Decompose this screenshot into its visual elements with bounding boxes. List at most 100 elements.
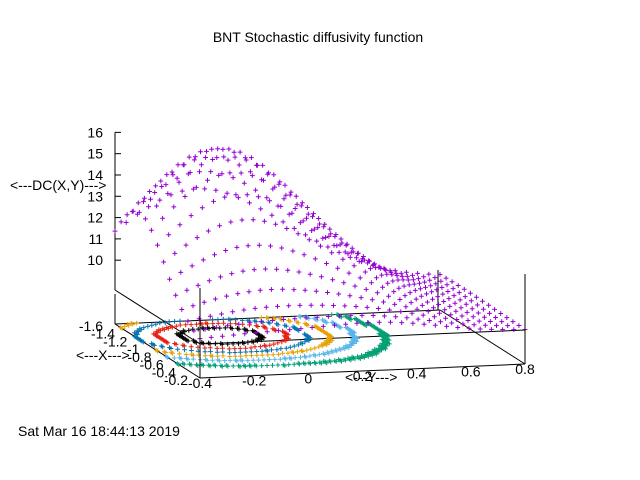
surface-point [411, 277, 416, 283]
contour-point [155, 348, 160, 354]
contour-point [297, 361, 302, 367]
x-tick-label: -1.4 [91, 326, 115, 342]
surface-point [155, 242, 160, 248]
surface-point [214, 155, 220, 160]
surface-point [335, 265, 341, 271]
surface-point [354, 255, 359, 261]
surface-point [303, 315, 309, 321]
surface-point [326, 314, 331, 319]
contour-point [383, 346, 388, 352]
contour-point [303, 354, 309, 360]
surface-point [399, 320, 405, 325]
surface-point [207, 313, 213, 319]
surface-point [330, 277, 335, 283]
surface-point [186, 154, 192, 160]
contour-point [141, 325, 147, 330]
surface-point [202, 326, 208, 332]
surface-point [183, 242, 189, 248]
surface-point [416, 276, 421, 281]
contour-point [357, 356, 363, 361]
surface-point [367, 258, 372, 264]
surface-point [154, 203, 159, 209]
contour-point [160, 344, 166, 350]
contour-point [320, 343, 326, 349]
surface-point [432, 314, 437, 320]
surface-point [447, 304, 453, 309]
surface-point [209, 146, 215, 152]
contour-point [316, 344, 322, 350]
surface-point [304, 215, 309, 221]
contour-point [328, 359, 334, 365]
contour-point [288, 356, 294, 362]
surface-point [358, 295, 364, 300]
contour-point [302, 339, 308, 345]
surface-point [236, 162, 242, 168]
surface-point [494, 323, 499, 328]
surface-point [220, 147, 226, 152]
surface-point [208, 335, 214, 340]
surface-point [208, 169, 214, 174]
surface-point [299, 200, 305, 206]
surface-point [489, 327, 494, 332]
contour-point [244, 328, 250, 334]
surface-point [332, 322, 337, 328]
surface-point [412, 288, 418, 293]
surface-point [380, 284, 385, 290]
contour-point [259, 352, 265, 358]
surface-point [312, 256, 318, 262]
base-edge-back-x [439, 309, 526, 365]
surface-point [516, 323, 522, 328]
surface-point [243, 157, 249, 163]
contour-point [161, 327, 167, 332]
contour-point [145, 324, 151, 329]
surface-point [413, 296, 419, 302]
contour-point [182, 329, 188, 334]
surface-point [376, 319, 382, 325]
contour-point [264, 363, 270, 368]
surface-point [253, 330, 259, 336]
contour-point [207, 363, 213, 369]
surface-point [283, 192, 289, 198]
contour-point [287, 318, 293, 324]
surface-point [378, 266, 384, 271]
surface-point [435, 294, 441, 299]
surface-point [500, 327, 505, 332]
surface-point [392, 302, 398, 307]
surface-point [310, 214, 315, 219]
surface-point [468, 298, 474, 304]
surface-point [172, 251, 178, 256]
surface-point [173, 292, 179, 298]
surface-point [347, 255, 353, 260]
surface-point [391, 289, 397, 294]
y-tick-label: 0.2 [353, 368, 373, 384]
contour-point [213, 341, 218, 347]
surface-point [459, 313, 465, 319]
contour-point [237, 364, 243, 370]
floor-edge-x [114, 289, 201, 345]
surface-point [282, 182, 288, 188]
contour-point [312, 345, 318, 351]
surface-point [266, 170, 271, 176]
x-tick-label: -0.6 [140, 357, 164, 373]
contour-point [259, 363, 265, 369]
contour-point [333, 359, 339, 364]
surface-point [277, 179, 283, 185]
contour-point [165, 326, 171, 331]
surface-point [258, 319, 264, 324]
surface-point [477, 326, 483, 332]
surface-point [320, 235, 326, 241]
surface-point [153, 183, 158, 189]
surface-point [417, 280, 422, 286]
surface-point [217, 223, 222, 229]
surface-point [438, 319, 443, 325]
surface-point [174, 175, 180, 181]
x-tick-label: -1.2 [103, 333, 127, 349]
surface-point [279, 245, 285, 251]
contour-point [265, 352, 271, 358]
contour-point [241, 341, 247, 346]
surface-point [306, 237, 312, 243]
surface-point [261, 178, 266, 183]
surface-point [461, 286, 467, 292]
surface-point [441, 299, 447, 304]
